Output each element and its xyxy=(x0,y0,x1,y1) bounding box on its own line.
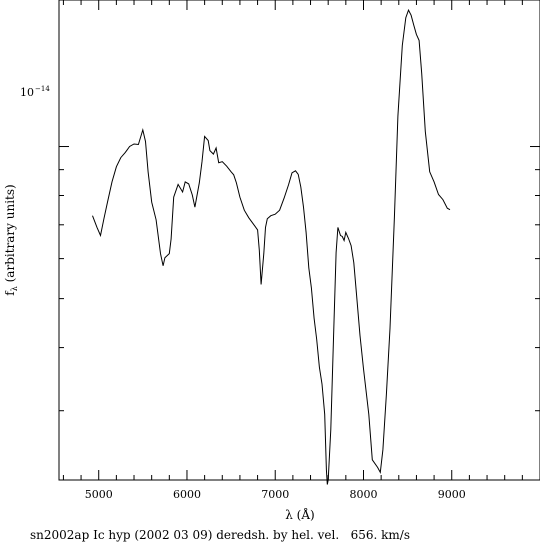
svg-text:fλ (arbitrary units): fλ (arbitrary units) xyxy=(3,184,19,295)
y-axis-label-sub: λ xyxy=(10,286,19,291)
y-tick-label-10-14: 10 −14 xyxy=(20,85,50,99)
chart-caption: sn2002ap Ic hyp (2002 03 09) deredsh. by… xyxy=(30,528,410,542)
plot-frame xyxy=(58,0,540,481)
x-tick-label: 6000 xyxy=(173,488,201,501)
x-tick-label: 8000 xyxy=(349,488,377,501)
series-line-spectrum xyxy=(92,8,451,485)
x-tick-label: 9000 xyxy=(438,488,466,501)
x-tick-label: 7000 xyxy=(261,488,289,501)
x-axis-ticks: 5000 6000 7000 8000 9000 xyxy=(62,0,540,501)
y-axis-label-rest: (arbitrary units) xyxy=(3,184,17,286)
y-tick-label-exponent: −14 xyxy=(35,85,50,93)
x-tick-label: 5000 xyxy=(85,488,113,501)
x-axis-label: λ (Å) xyxy=(285,507,314,522)
y-tick-label-base: 10 xyxy=(20,86,34,99)
y-axis-label: fλ (arbitrary units) xyxy=(3,184,19,295)
y-axis-label-main: f xyxy=(3,290,17,296)
y-axis-ticks xyxy=(59,146,540,412)
